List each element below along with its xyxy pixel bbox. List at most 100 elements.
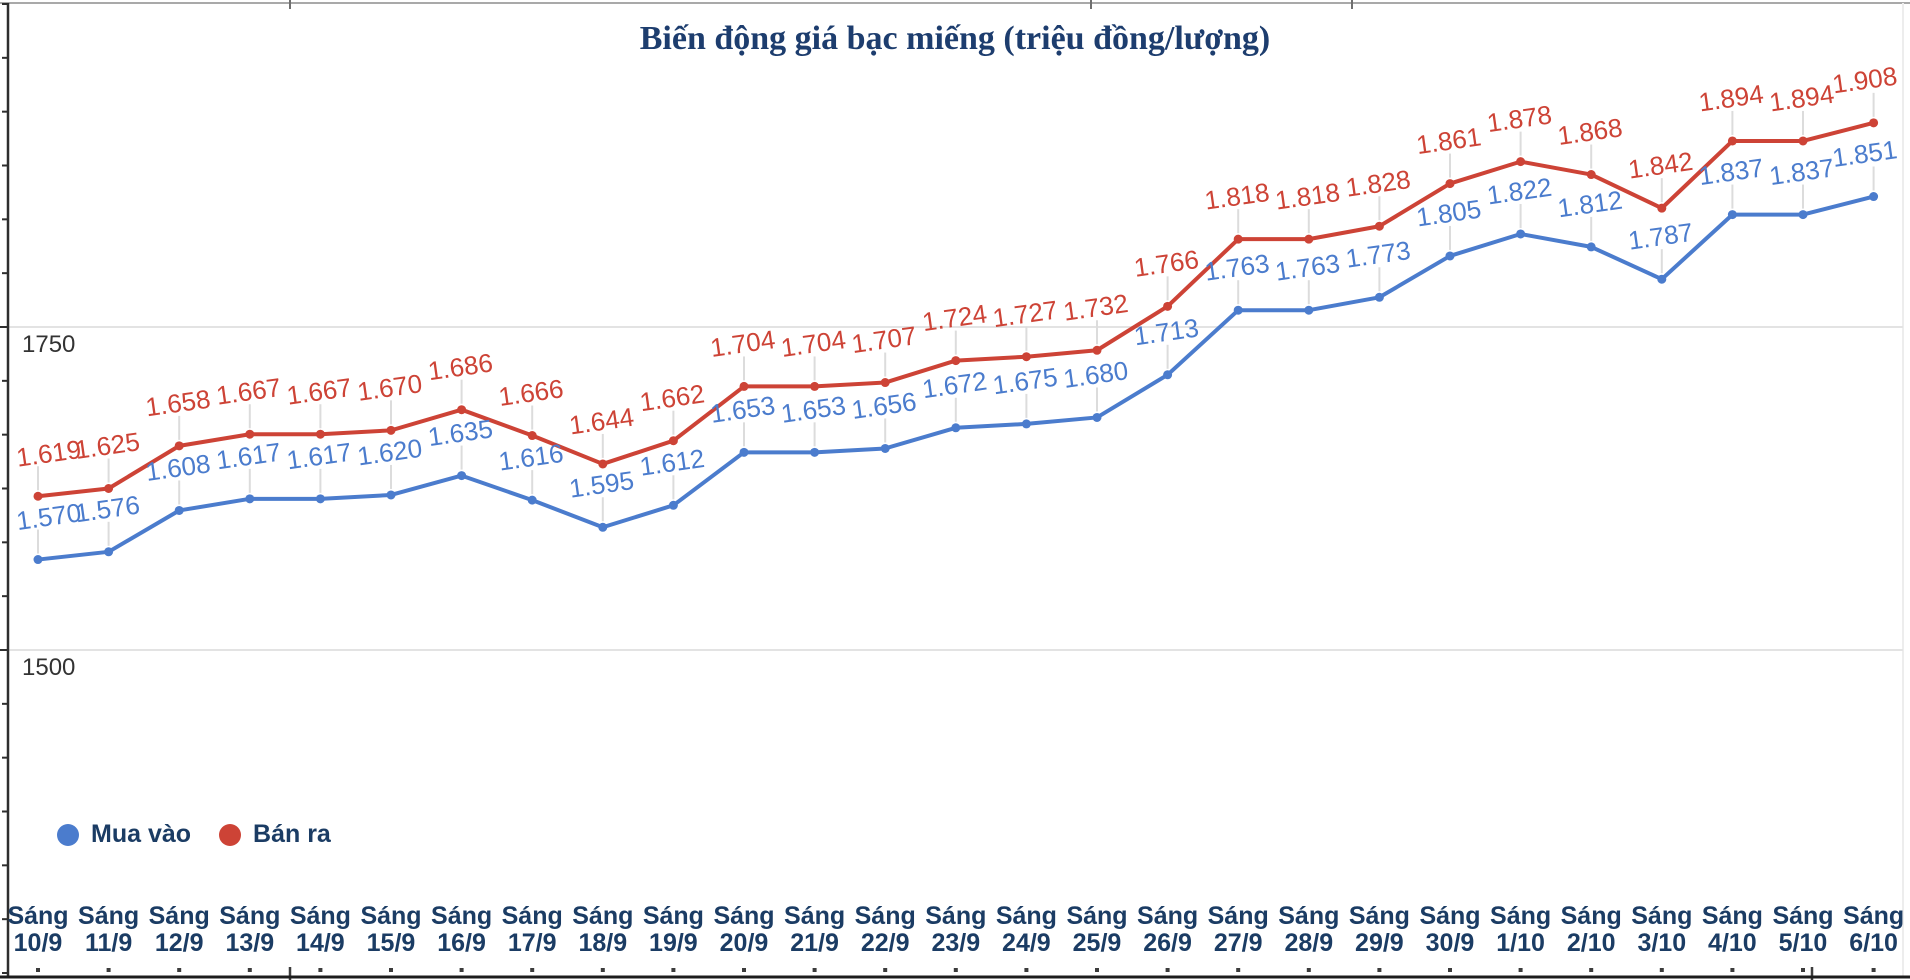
- data-point[interactable]: [1021, 419, 1031, 429]
- data-label: 1.908: [1830, 61, 1899, 100]
- legend-item-ban-ra[interactable]: Bán ra: [219, 820, 331, 849]
- x-axis-tick: [318, 968, 323, 972]
- data-label: 1.667: [214, 372, 283, 411]
- data-point[interactable]: [1657, 203, 1667, 213]
- data-point[interactable]: [739, 381, 749, 391]
- data-point[interactable]: [951, 423, 961, 433]
- data-label: 1.672: [920, 365, 989, 404]
- data-point[interactable]: [1798, 136, 1808, 146]
- data-point[interactable]: [1233, 305, 1243, 315]
- data-label: 1.617: [214, 437, 283, 476]
- data-point[interactable]: [1092, 412, 1102, 422]
- data-point[interactable]: [245, 494, 255, 504]
- data-point[interactable]: [1021, 352, 1031, 362]
- data-label: 1.653: [779, 390, 848, 429]
- data-label: 1.818: [1203, 177, 1272, 216]
- x-axis-tick: [1659, 968, 1664, 972]
- data-point[interactable]: [1727, 136, 1737, 146]
- legend: Mua vào Bán ra: [57, 820, 331, 849]
- data-label: 1.732: [1061, 288, 1130, 327]
- data-point[interactable]: [457, 405, 467, 415]
- data-point[interactable]: [1445, 251, 1455, 261]
- x-axis-tick: [177, 968, 182, 972]
- data-point[interactable]: [1798, 210, 1808, 220]
- data-label: 1.656: [850, 386, 919, 425]
- data-point[interactable]: [1304, 234, 1314, 244]
- data-point[interactable]: [104, 547, 114, 557]
- legend-label-mua-vao: Mua vào: [91, 820, 192, 848]
- data-point[interactable]: [598, 522, 608, 532]
- data-point[interactable]: [386, 425, 396, 435]
- data-point[interactable]: [1869, 192, 1879, 202]
- x-axis-tick: [883, 968, 888, 972]
- data-point[interactable]: [245, 429, 255, 439]
- data-label: 1.620: [355, 433, 424, 472]
- y-axis-label-1500: 1500: [22, 654, 76, 681]
- data-point[interactable]: [1586, 242, 1596, 252]
- x-axis-tick: [1518, 968, 1523, 972]
- data-point[interactable]: [1586, 170, 1596, 180]
- data-label: 1.704: [779, 324, 848, 363]
- x-axis-tick: [742, 968, 746, 972]
- data-point[interactable]: [668, 500, 678, 510]
- data-point[interactable]: [668, 436, 678, 446]
- data-point[interactable]: [1727, 210, 1737, 220]
- data-point[interactable]: [1374, 292, 1384, 302]
- data-label: 1.842: [1626, 146, 1695, 185]
- x-axis-tick: [1306, 968, 1311, 972]
- data-point[interactable]: [527, 495, 537, 505]
- data-point[interactable]: [880, 443, 890, 453]
- data-label: 1.644: [567, 402, 636, 441]
- data-point[interactable]: [1304, 305, 1314, 315]
- data-point[interactable]: [880, 378, 890, 388]
- data-point[interactable]: [315, 494, 325, 504]
- data-point[interactable]: [104, 484, 114, 493]
- data-label: 1.851: [1830, 134, 1899, 173]
- data-label: 1.828: [1344, 164, 1413, 203]
- data-point[interactable]: [1163, 301, 1173, 311]
- data-point[interactable]: [1657, 274, 1667, 284]
- x-axis-tick: [530, 968, 535, 972]
- data-point[interactable]: [1445, 179, 1455, 189]
- data-point[interactable]: [315, 429, 325, 439]
- data-label: 1.861: [1414, 121, 1483, 160]
- data-point[interactable]: [457, 471, 467, 481]
- data-point[interactable]: [598, 459, 608, 469]
- data-point[interactable]: [951, 356, 961, 366]
- data-label: 1.667: [285, 372, 354, 411]
- data-label: 1.773: [1344, 235, 1413, 274]
- data-point[interactable]: [174, 441, 184, 451]
- data-point[interactable]: [33, 491, 43, 501]
- x-axis-tick: [1377, 968, 1382, 972]
- data-point[interactable]: [527, 431, 537, 441]
- data-point[interactable]: [810, 381, 820, 391]
- data-point[interactable]: [810, 447, 820, 457]
- legend-item-mua-vao[interactable]: Mua vào: [57, 820, 191, 849]
- data-label: 1.878: [1485, 99, 1554, 138]
- data-point[interactable]: [1374, 221, 1384, 231]
- data-label: 1.576: [73, 490, 142, 529]
- data-point[interactable]: [33, 555, 43, 565]
- data-label: 1.787: [1626, 217, 1695, 256]
- legend-label-ban-ra: Bán ra: [253, 820, 331, 848]
- data-point[interactable]: [1516, 229, 1526, 239]
- data-point[interactable]: [174, 505, 184, 515]
- x-axis-tick: [1730, 968, 1735, 972]
- data-label: 1.616: [497, 438, 566, 477]
- data-label: 1.670: [355, 368, 424, 407]
- x-axis-tick: [600, 968, 605, 972]
- data-point[interactable]: [1869, 118, 1879, 128]
- data-label: 1.666: [497, 373, 566, 412]
- data-point[interactable]: [386, 490, 396, 500]
- data-point[interactable]: [739, 447, 749, 457]
- data-label: 1.713: [1132, 313, 1201, 352]
- data-point[interactable]: [1516, 157, 1526, 167]
- data-point[interactable]: [1233, 234, 1243, 244]
- data-point[interactable]: [1163, 370, 1173, 380]
- x-axis-tick: [671, 968, 676, 972]
- data-point[interactable]: [1092, 345, 1102, 355]
- data-label: 1.763: [1203, 248, 1272, 287]
- x-axis-tick: [1236, 968, 1241, 972]
- x-axis-tick: [459, 968, 464, 972]
